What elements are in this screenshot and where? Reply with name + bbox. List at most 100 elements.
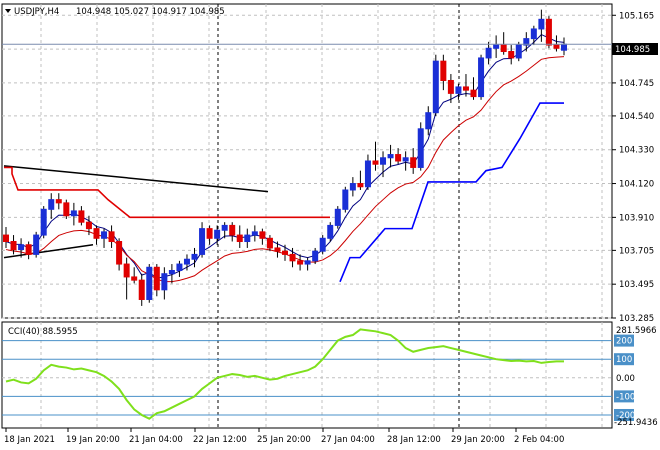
last-price-box [612,43,658,55]
candle-body[interactable] [108,231,115,243]
candle-body[interactable] [176,263,183,271]
candle-body[interactable] [199,228,206,255]
candle-body[interactable] [515,44,522,59]
candle-body[interactable] [85,221,92,230]
candle-body[interactable] [229,224,236,236]
cci-level-label: -100 [616,392,635,402]
candle-body[interactable] [432,60,439,114]
candle-body[interactable] [357,183,364,188]
candle-body[interactable] [395,154,402,162]
x-tick-label: 21 Jan 04:00 [129,435,183,445]
candle-body[interactable] [455,86,462,94]
trendline-upper [3,165,269,193]
candle-body[interactable] [236,234,243,243]
candle-body[interactable] [48,199,55,210]
candle-body[interactable] [319,237,326,252]
candle-body[interactable] [3,234,9,243]
candle-body[interactable] [131,276,138,281]
candle-body[interactable] [153,266,160,291]
candle-body[interactable] [304,260,311,265]
price-panel[interactable] [1,3,613,319]
candle-body[interactable] [63,202,70,217]
cci-level-box [614,390,634,403]
candle-body[interactable] [402,157,409,162]
candle-body[interactable] [161,273,168,291]
cci-panel-frame [1,321,613,429]
candle-body[interactable] [312,250,319,262]
candle-body[interactable] [440,60,447,81]
x-tick-label: 27 Jan 04:00 [321,435,375,445]
candle-body[interactable] [191,253,198,260]
candle-body[interactable] [297,260,304,265]
candle-body[interactable] [553,44,560,49]
x-tick-label: 29 Jan 20:00 [451,435,505,445]
candle-body[interactable] [327,224,334,239]
candle-body[interactable] [251,231,258,236]
candle-body[interactable] [116,241,123,265]
candle-body[interactable] [364,160,371,188]
candle-body[interactable] [561,43,567,51]
candle-body[interactable] [266,237,273,249]
candle-body[interactable] [93,228,100,239]
candle-body[interactable] [485,47,492,59]
candle-body[interactable] [538,18,545,30]
candle-body[interactable] [138,279,145,300]
cci-level-box [614,334,634,347]
candle-body[interactable] [146,266,153,300]
cci-line [5,328,565,420]
candle-body[interactable] [289,253,296,262]
candle-body[interactable] [168,269,175,275]
candle-body[interactable] [508,51,515,59]
candle-body[interactable] [470,89,477,98]
candle-body[interactable] [372,160,379,165]
y-tick-label: 104.330 [619,146,654,156]
stop-line-red [4,166,330,219]
candle-body[interactable] [417,128,424,168]
candle-body[interactable] [380,157,387,165]
x-tick-label: 18 Jan 2021 [4,435,55,445]
ohlc-header: 104.948 105.027 104.917 104.985 [76,7,225,17]
y-tick-label: 103.285 [619,314,654,324]
candle-body[interactable] [123,263,130,278]
candle-body[interactable] [40,208,47,236]
candle-body[interactable] [70,210,77,217]
candle-body[interactable] [259,231,266,239]
candle-body[interactable] [462,86,469,91]
candle-body[interactable] [244,234,251,243]
candle-body[interactable] [349,183,356,191]
candle-body[interactable] [530,28,537,40]
candle-body[interactable] [18,244,25,251]
symbol-dropdown-icon[interactable] [5,9,11,13]
candle-body[interactable] [183,258,190,265]
candle-body[interactable] [214,229,221,239]
candle-body[interactable] [101,231,108,239]
candle-body[interactable] [425,112,432,130]
candle-body[interactable] [478,57,485,98]
candle-body[interactable] [206,228,213,239]
candle-body[interactable] [221,224,228,231]
candle-body[interactable] [55,199,62,204]
candle-body[interactable] [274,247,281,252]
stop-line-blue [339,102,564,283]
candle-body[interactable] [25,244,32,255]
candle-body[interactable] [500,44,507,53]
candle-body[interactable] [545,18,552,46]
y-tick-label: 103.495 [619,280,654,290]
candle-body[interactable] [410,157,417,168]
candle-body[interactable] [334,208,341,226]
candle-body[interactable] [282,250,288,255]
y-tick-label: 104.120 [619,180,654,190]
candle-body[interactable] [10,241,17,251]
cci-panel[interactable] [1,321,613,429]
candle-body[interactable] [342,189,349,210]
x-tick-label: 19 Jan 20:00 [66,435,120,445]
candle-body[interactable] [493,44,500,49]
candle-body[interactable] [447,79,454,94]
x-tick-label: 22 Jan 12:00 [193,435,247,445]
y-tick-label: 104.745 [619,79,654,89]
candle-body[interactable] [78,210,85,223]
candle-body[interactable] [387,154,394,159]
candle-body[interactable] [523,38,530,46]
candle-body[interactable] [33,234,40,255]
